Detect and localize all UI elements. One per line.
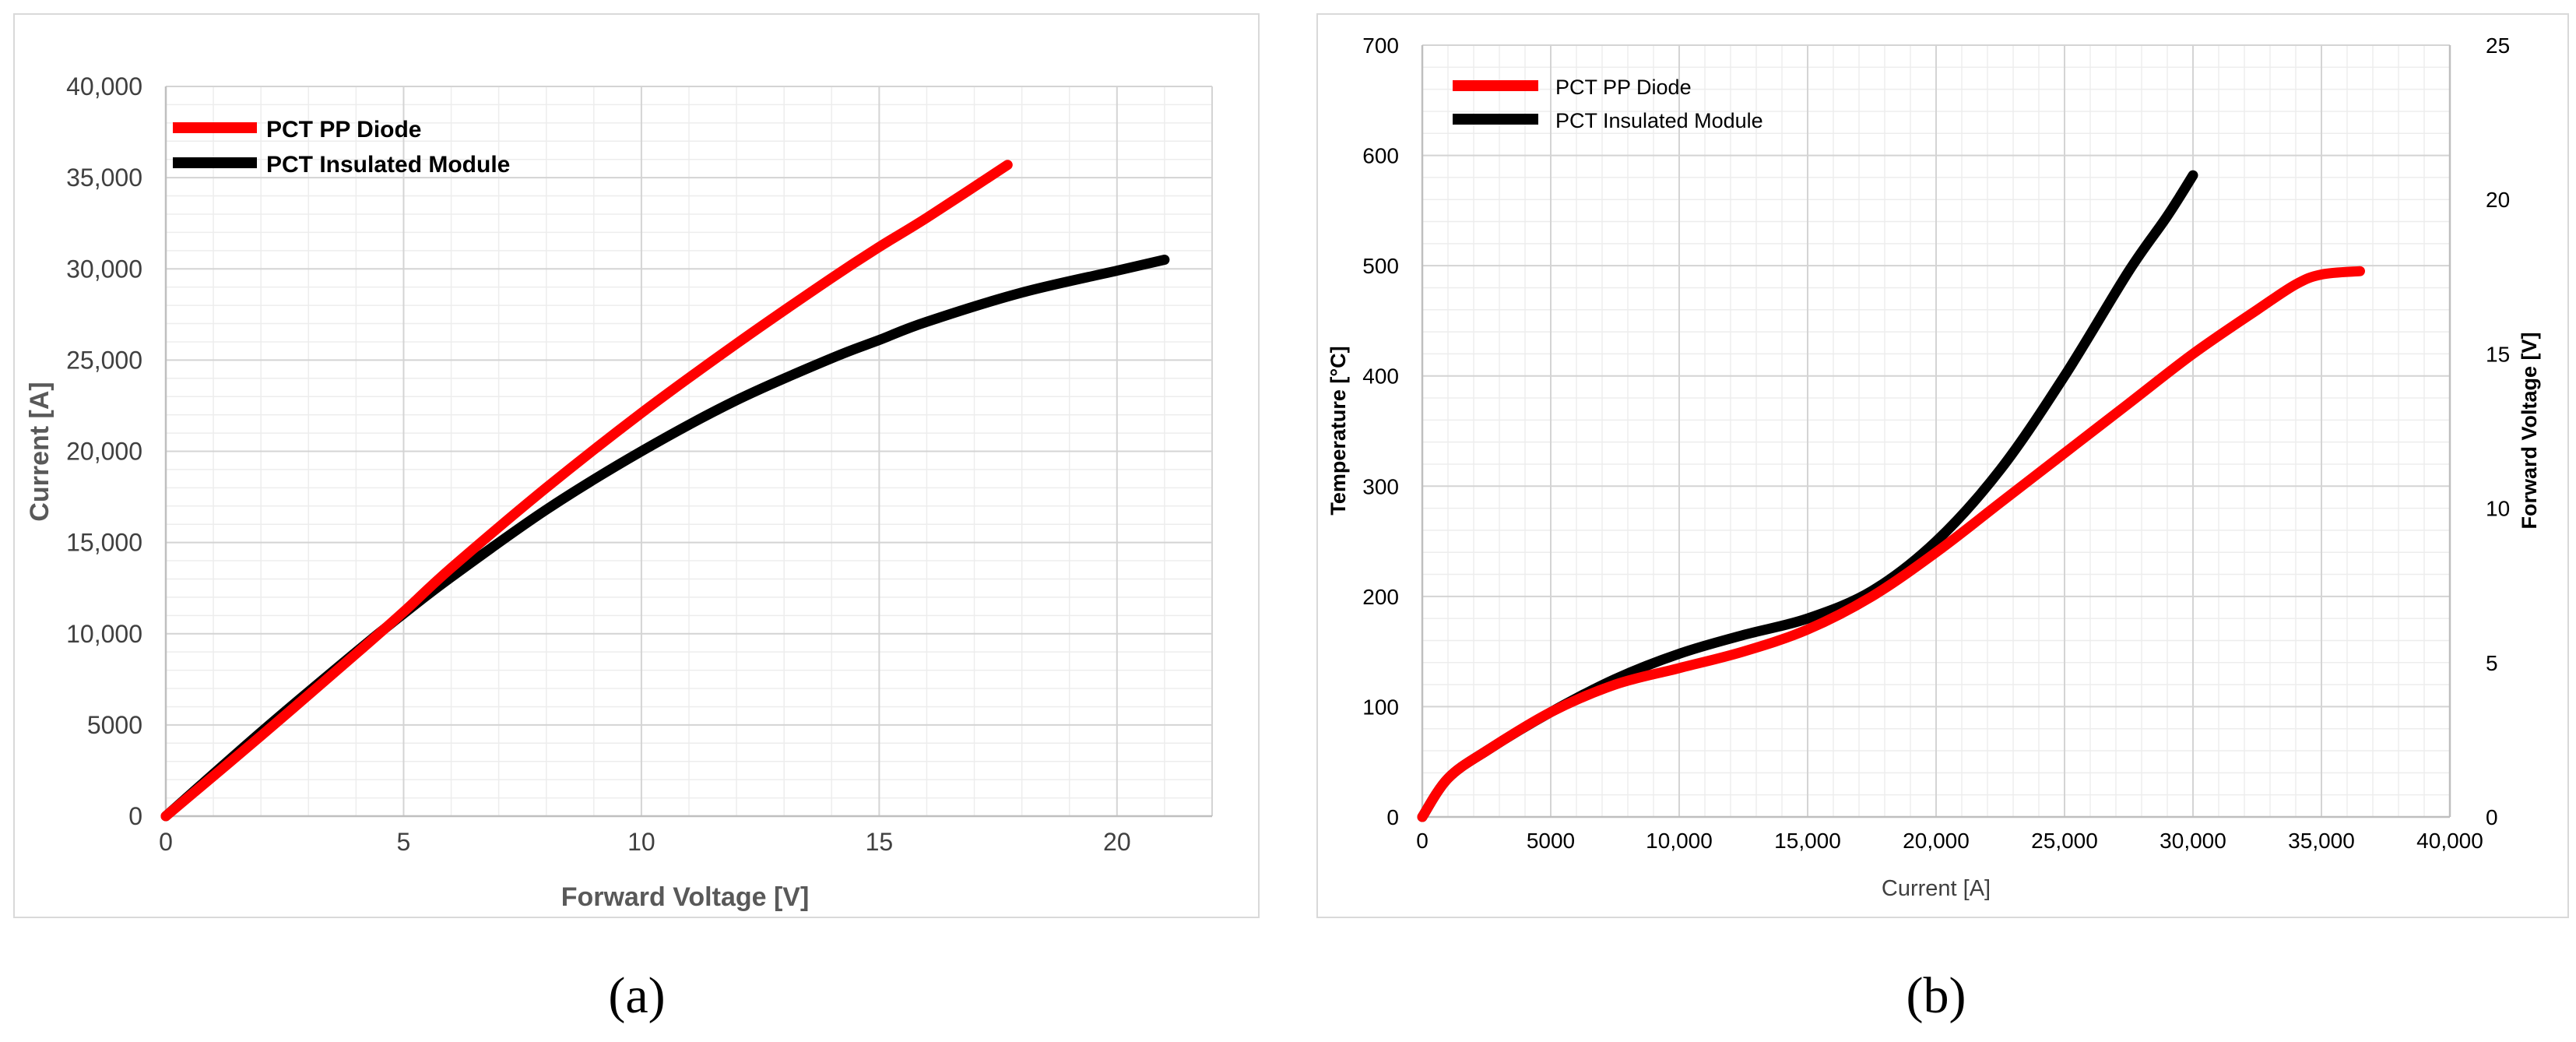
panel-a-series bbox=[160, 160, 1170, 822]
panel-a-x-tick-label: 0 bbox=[159, 828, 173, 856]
panel-b-y-tick-label: 200 bbox=[1362, 585, 1399, 609]
panel-b-legend: PCT PP Diode PCT Insulated Module bbox=[1453, 76, 1763, 132]
panel-a-y-tick-label: 10,000 bbox=[66, 620, 142, 648]
panel-a-series-pp-diode bbox=[160, 160, 1013, 822]
panel-a-y-tick-label: 35,000 bbox=[66, 164, 142, 192]
panel-b-x-tick-label: 10,000 bbox=[1646, 829, 1713, 853]
panel-b-y2-tick-label: 0 bbox=[2486, 805, 2498, 829]
panel-b-y-tick-label: 300 bbox=[1362, 474, 1399, 498]
panel-a-y-tick-label: 20,000 bbox=[66, 438, 142, 466]
panel-a-y-tick-label: 25,000 bbox=[66, 346, 142, 374]
panel-a-x-tick-label: 15 bbox=[866, 828, 894, 856]
panel-b-y2-tick-label: 5 bbox=[2486, 651, 2498, 675]
panel-b-y-tick-label: 0 bbox=[1386, 805, 1399, 829]
panel-b-y2-tick-label: 25 bbox=[2486, 33, 2510, 58]
panel-b-x-tick-label: 0 bbox=[1416, 829, 1429, 853]
panel-b-major-grid bbox=[1422, 44, 2451, 818]
panel-b-y-tick-labels: 0 100 200 300 400 500 600 700 bbox=[1362, 33, 1399, 829]
panel-b-x-tick-label: 30,000 bbox=[2160, 829, 2226, 853]
panel-b-series-pp-diode bbox=[1417, 266, 2365, 822]
panel-a-y-tick-label: 40,000 bbox=[66, 72, 142, 100]
panel-b-caption: (b) bbox=[1907, 967, 1966, 1024]
panel-b-x-tick-label: 20,000 bbox=[1903, 829, 1970, 853]
panel-b-y2-tick-labels: 0 5 10 15 20 25 bbox=[2486, 33, 2510, 829]
panel-b-x-tick-label: 35,000 bbox=[2288, 829, 2355, 853]
panel-a-x-tick-labels: 0 5 10 15 20 bbox=[159, 828, 1131, 856]
panel-b-axes bbox=[1421, 45, 2451, 818]
panel-b-x-axis-label: Current [A] bbox=[1882, 876, 1991, 901]
panel-b-legend-label-pp-diode: PCT PP Diode bbox=[1555, 76, 1692, 99]
panel-b-y2-tick-label: 15 bbox=[2486, 342, 2510, 366]
panel-a-legend: PCT PP Diode PCT Insulated Module bbox=[173, 117, 510, 178]
panel-b-series bbox=[1417, 170, 2365, 822]
panel-a-axes bbox=[164, 86, 1212, 818]
panel-a-x-tick-label: 5 bbox=[397, 828, 411, 856]
panel-b-y-tick-label: 400 bbox=[1362, 364, 1399, 389]
panel-b-x-tick-label: 5000 bbox=[1527, 829, 1575, 853]
panel-a-y-axis-label: Current [A] bbox=[25, 382, 54, 521]
panel-b-x-tick-label: 40,000 bbox=[2416, 829, 2483, 853]
panel-b-y-tick-label: 100 bbox=[1362, 695, 1399, 719]
panel-b-y-tick-label: 700 bbox=[1362, 33, 1399, 58]
panel-a-y-tick-label: 30,000 bbox=[66, 255, 142, 283]
panel-b-y-tick-label: 600 bbox=[1362, 144, 1399, 168]
panel-b-x-tick-label: 15,000 bbox=[1774, 829, 1841, 853]
panel-a-y-tick-label: 5000 bbox=[87, 711, 142, 739]
panel-a-x-tick-label: 10 bbox=[627, 828, 655, 856]
panel-a-x-tick-label: 20 bbox=[1103, 828, 1131, 856]
panel-a: 0 5 10 15 20 0 5000 10,000 15,000 20,000 25,000 30… bbox=[13, 13, 1260, 1024]
panel-b-y-tick-label: 500 bbox=[1362, 254, 1399, 278]
panel-b-legend-label-insulated-module: PCT Insulated Module bbox=[1555, 109, 1763, 132]
panel-a-legend-label-insulated-module: PCT Insulated Module bbox=[266, 152, 510, 178]
panel-a-caption: (a) bbox=[608, 967, 665, 1024]
panel-b-y-axis-label: Temperature [°C] bbox=[1327, 346, 1350, 515]
panel-b: 0 5000 10,000 15,000 20,000 25,000 30,000 35,00… bbox=[1316, 13, 2569, 1024]
panel-b-y2-tick-label: 10 bbox=[2486, 497, 2510, 521]
panel-b-frame bbox=[1316, 13, 2569, 918]
panel-a-legend-label-pp-diode: PCT PP Diode bbox=[266, 117, 421, 143]
panel-b-x-tick-labels: 0 5000 10,000 15,000 20,000 25,000 30,000 35,00… bbox=[1416, 829, 2483, 853]
panel-a-y-tick-label: 0 bbox=[128, 802, 142, 830]
panel-a-x-axis-label: Forward Voltage [V] bbox=[561, 882, 810, 912]
panel-b-x-tick-label: 25,000 bbox=[2031, 829, 2098, 853]
panel-a-y-tick-label: 15,000 bbox=[66, 529, 142, 557]
panel-b-y2-axis-label: Forward Voltage [V] bbox=[2518, 332, 2541, 529]
panel-b-y2-tick-label: 20 bbox=[2486, 188, 2510, 212]
panel-a-y-tick-labels: 0 5000 10,000 15,000 20,000 25,000 30,000 35,00… bbox=[66, 72, 142, 830]
